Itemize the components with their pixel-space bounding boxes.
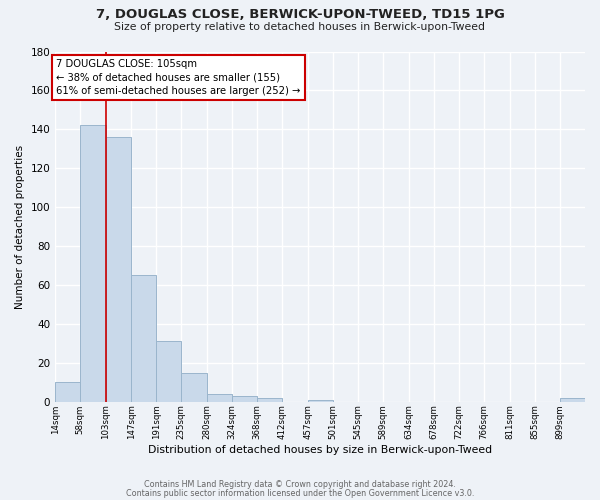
- Bar: [308, 400, 333, 402]
- Text: Contains public sector information licensed under the Open Government Licence v3: Contains public sector information licen…: [126, 488, 474, 498]
- Text: Size of property relative to detached houses in Berwick-upon-Tweed: Size of property relative to detached ho…: [115, 22, 485, 32]
- Y-axis label: Number of detached properties: Number of detached properties: [15, 144, 25, 308]
- Bar: [181, 372, 207, 402]
- Bar: [55, 382, 80, 402]
- Text: 7 DOUGLAS CLOSE: 105sqm
← 38% of detached houses are smaller (155)
61% of semi-d: 7 DOUGLAS CLOSE: 105sqm ← 38% of detache…: [56, 60, 301, 96]
- Bar: [106, 137, 131, 402]
- X-axis label: Distribution of detached houses by size in Berwick-upon-Tweed: Distribution of detached houses by size …: [148, 445, 492, 455]
- Bar: [257, 398, 282, 402]
- Bar: [207, 394, 232, 402]
- Bar: [560, 398, 585, 402]
- Text: 7, DOUGLAS CLOSE, BERWICK-UPON-TWEED, TD15 1PG: 7, DOUGLAS CLOSE, BERWICK-UPON-TWEED, TD…: [95, 8, 505, 21]
- Bar: [156, 342, 181, 402]
- Bar: [131, 276, 156, 402]
- Text: Contains HM Land Registry data © Crown copyright and database right 2024.: Contains HM Land Registry data © Crown c…: [144, 480, 456, 489]
- Bar: [80, 126, 106, 402]
- Bar: [232, 396, 257, 402]
